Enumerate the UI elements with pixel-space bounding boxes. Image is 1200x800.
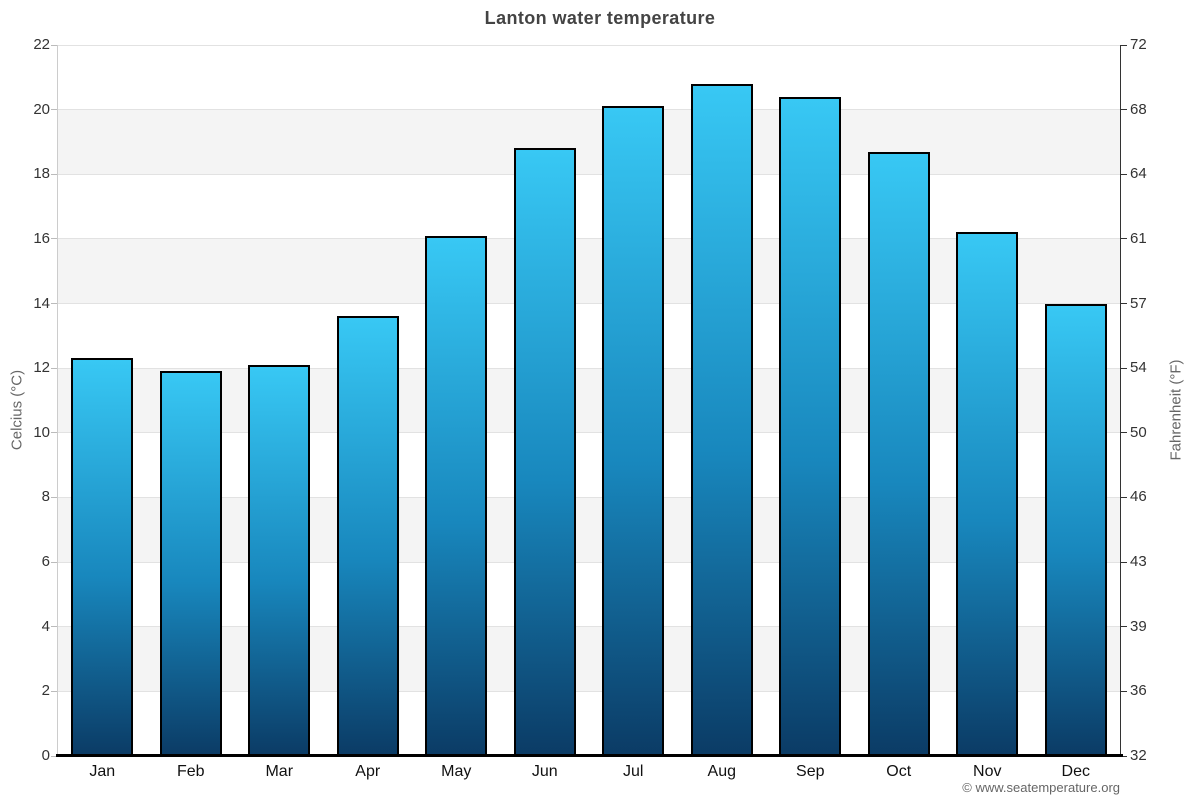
- gridline: [58, 173, 1120, 175]
- y-tick-label-celsius: 0: [41, 747, 50, 764]
- chart-title: Lanton water temperature: [484, 8, 716, 28]
- x-tick-label-jun: Jun: [531, 763, 558, 780]
- gridline: [58, 690, 1120, 692]
- x-tick-label-mar: Mar: [265, 763, 294, 780]
- y-tick-label-celsius: 8: [41, 488, 50, 506]
- y-tick-right: [1121, 173, 1127, 175]
- y-tick-left: [51, 755, 57, 757]
- copyright-credit: © www.seatemperature.org: [962, 780, 1120, 795]
- y-tick-label-fahrenheit: 64: [1130, 165, 1147, 183]
- x-tick-label-dec: Dec: [1061, 763, 1090, 780]
- gridline: [58, 432, 1120, 434]
- y-tick-label-celsius: 20: [33, 100, 50, 118]
- gridline: [58, 367, 1120, 369]
- x-tick-label-jul: Jul: [623, 763, 644, 780]
- x-tick-label-aug: Aug: [707, 763, 736, 780]
- gridline: [58, 496, 1120, 498]
- x-tick-label-sep: Sep: [796, 763, 825, 780]
- x-tick-label-oct: Oct: [886, 763, 912, 780]
- y-tick-label-celsius: 22: [33, 36, 50, 53]
- y-tick-right: [1121, 626, 1127, 628]
- y-tick-label-fahrenheit: 72: [1130, 36, 1147, 53]
- y-axis-title-fahrenheit: Fahrenheit (°F): [1167, 359, 1185, 461]
- y-tick-label-celsius: 2: [41, 682, 50, 700]
- y-tick-label-fahrenheit: 39: [1130, 617, 1147, 635]
- y-axis-line-left: [57, 45, 58, 756]
- plot-band: [58, 626, 1120, 692]
- x-tick-label-jan: Jan: [89, 763, 116, 780]
- y-axis-title-celsius: Celcius (°C): [8, 369, 26, 451]
- y-tick-left: [51, 173, 57, 175]
- y-tick-right: [1121, 44, 1127, 46]
- y-tick-label-fahrenheit: 43: [1130, 553, 1147, 571]
- bar-dec[interactable]: [1044, 303, 1107, 756]
- x-tick-label-apr: Apr: [355, 763, 381, 780]
- y-tick-label-fahrenheit: 61: [1130, 229, 1147, 247]
- y-tick-label-fahrenheit: 36: [1130, 682, 1147, 700]
- gridline: [58, 44, 1120, 46]
- y-tick-label-fahrenheit: 46: [1130, 488, 1147, 506]
- y-tick-right: [1121, 432, 1127, 434]
- gridline: [58, 238, 1120, 240]
- bar-sep[interactable]: [779, 96, 842, 756]
- x-axis-line: [56, 754, 1123, 757]
- y-axis-line-right: [1120, 45, 1121, 756]
- y-tick-label-celsius: 14: [33, 294, 50, 312]
- y-tick-label-fahrenheit: 57: [1130, 294, 1147, 312]
- y-tick-label-celsius: 16: [33, 229, 50, 247]
- bar-may[interactable]: [425, 235, 488, 756]
- y-tick-left: [51, 561, 57, 563]
- y-tick-right: [1121, 561, 1127, 563]
- y-tick-right: [1121, 367, 1127, 369]
- gridline: [58, 303, 1120, 305]
- y-tick-right: [1121, 690, 1127, 692]
- y-tick-label-fahrenheit: 54: [1130, 359, 1147, 377]
- bar-jan[interactable]: [71, 358, 134, 756]
- y-tick-right: [1121, 109, 1127, 111]
- bar-mar[interactable]: [248, 364, 311, 756]
- y-tick-label-celsius: 18: [33, 165, 50, 183]
- y-tick-label-fahrenheit: 32: [1130, 747, 1147, 764]
- bar-oct[interactable]: [867, 151, 930, 756]
- x-tick-label-may: May: [441, 763, 472, 780]
- y-tick-left: [51, 303, 57, 305]
- x-tick-label-nov: Nov: [973, 763, 1002, 780]
- gridline: [58, 626, 1120, 628]
- y-tick-right: [1121, 496, 1127, 498]
- bar-nov[interactable]: [956, 232, 1019, 756]
- y-tick-left: [51, 432, 57, 434]
- bar-feb[interactable]: [159, 371, 222, 756]
- y-tick-label-fahrenheit: 68: [1130, 100, 1147, 118]
- y-tick-label-fahrenheit: 50: [1130, 423, 1147, 441]
- y-tick-label-celsius: 10: [33, 423, 50, 441]
- y-tick-label-celsius: 6: [41, 553, 50, 571]
- y-tick-right: [1121, 238, 1127, 240]
- plot-band: [58, 109, 1120, 175]
- y-tick-label-celsius: 12: [33, 359, 50, 377]
- gridline: [58, 561, 1120, 563]
- y-tick-right: [1121, 303, 1127, 305]
- y-tick-left: [51, 44, 57, 46]
- y-tick-left: [51, 690, 57, 692]
- y-tick-left: [51, 626, 57, 628]
- plot-band: [58, 368, 1120, 433]
- plot-band: [58, 497, 1120, 563]
- gridline: [58, 109, 1120, 111]
- bar-jul[interactable]: [602, 106, 665, 756]
- y-tick-left: [51, 367, 57, 369]
- x-tick-label-feb: Feb: [176, 763, 205, 780]
- bar-aug[interactable]: [690, 83, 753, 756]
- y-tick-right: [1121, 755, 1127, 757]
- bar-apr[interactable]: [336, 316, 399, 756]
- y-tick-left: [51, 238, 57, 240]
- y-tick-left: [51, 109, 57, 111]
- y-tick-left: [51, 496, 57, 498]
- bar-jun[interactable]: [513, 148, 576, 756]
- y-tick-label-celsius: 4: [41, 617, 50, 635]
- plot-band: [58, 238, 1120, 304]
